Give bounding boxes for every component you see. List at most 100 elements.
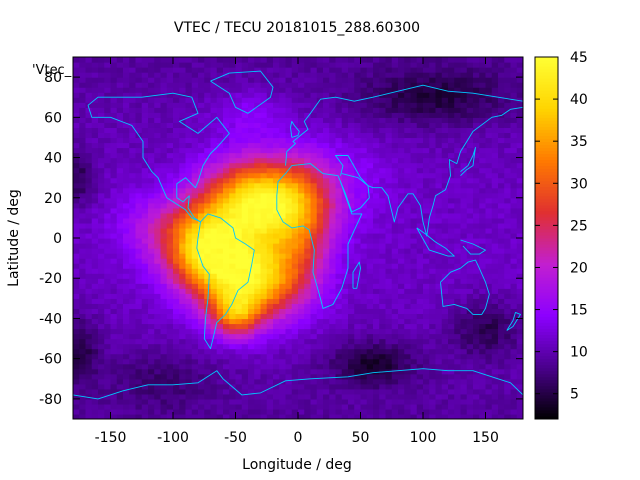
heatmap-cell	[473, 197, 480, 204]
heatmap-cell	[298, 248, 305, 254]
heatmap-cell	[348, 413, 355, 419]
heatmap-cell	[129, 142, 137, 149]
heatmap-cell	[466, 378, 474, 385]
heatmap-cell	[216, 263, 224, 269]
heatmap-cell	[185, 283, 193, 289]
heatmap-cell	[185, 107, 193, 113]
heatmap-cell	[148, 408, 155, 415]
heatmap-cell	[223, 278, 230, 284]
heatmap-cell	[210, 107, 218, 113]
heatmap-cell	[423, 157, 430, 164]
heatmap-cell	[191, 77, 199, 83]
heatmap-cell	[354, 222, 362, 229]
heatmap-cell	[379, 323, 387, 330]
heatmap-cell	[298, 253, 305, 259]
heatmap-cell	[154, 227, 162, 234]
heatmap-cell	[266, 343, 274, 350]
heatmap-cell	[473, 348, 480, 355]
heatmap-cell	[473, 172, 480, 179]
heatmap-cell	[248, 393, 255, 400]
heatmap-cell	[416, 187, 424, 194]
heatmap-cell	[423, 298, 430, 304]
heatmap-cell	[191, 72, 199, 78]
heatmap-cell	[316, 283, 324, 289]
heatmap-cell	[241, 92, 249, 98]
heatmap-cell	[223, 217, 230, 224]
heatmap-cell	[485, 308, 493, 315]
heatmap-cell	[285, 112, 293, 118]
heatmap-cell	[354, 243, 362, 249]
heatmap-cell	[210, 388, 218, 395]
heatmap-cell	[310, 368, 318, 375]
heatmap-cell	[310, 57, 318, 63]
heatmap-cell	[129, 192, 137, 199]
heatmap-cell	[454, 112, 462, 118]
heatmap-cell	[285, 202, 293, 209]
heatmap-cell	[491, 263, 499, 269]
heatmap-cell	[141, 92, 149, 98]
heatmap-cell	[160, 308, 168, 315]
heatmap-cell	[498, 253, 505, 259]
heatmap-cell	[323, 202, 330, 209]
heatmap-cell	[154, 212, 162, 219]
heatmap-cell	[341, 278, 349, 284]
heatmap-cell	[160, 162, 168, 169]
heatmap-cell	[104, 408, 112, 415]
heatmap-cell	[498, 398, 505, 405]
heatmap-cell	[91, 82, 99, 88]
heatmap-cell	[435, 197, 443, 204]
heatmap-cell	[229, 57, 237, 63]
heatmap-cell	[316, 253, 324, 259]
heatmap-cell	[329, 192, 337, 199]
heatmap-cell	[279, 383, 287, 390]
heatmap-cell	[198, 67, 205, 73]
heatmap-cell	[304, 263, 312, 269]
heatmap-cell	[341, 137, 349, 144]
heatmap-cell	[98, 308, 105, 315]
heatmap-cell	[173, 137, 180, 144]
heatmap-cell	[279, 82, 287, 88]
heatmap-cell	[416, 172, 424, 179]
heatmap-cell	[216, 232, 224, 239]
heatmap-cell	[485, 253, 493, 259]
heatmap-cell	[323, 62, 330, 68]
heatmap-cell	[323, 107, 330, 113]
heatmap-cell	[179, 348, 187, 355]
heatmap-cell	[423, 77, 430, 83]
heatmap-cell	[135, 308, 143, 315]
heatmap-cell	[335, 87, 343, 93]
heatmap-cell	[85, 207, 93, 214]
heatmap-cell	[435, 227, 443, 234]
heatmap-cell	[466, 212, 474, 219]
heatmap-cell	[160, 172, 168, 179]
heatmap-cell	[248, 147, 255, 154]
heatmap-cell	[254, 157, 262, 164]
heatmap-cell	[73, 408, 80, 415]
heatmap-cell	[260, 222, 268, 229]
heatmap-cell	[241, 253, 249, 259]
heatmap-cell	[110, 207, 118, 214]
heatmap-cell	[310, 268, 318, 274]
heatmap-cell	[279, 373, 287, 380]
heatmap-cell	[291, 177, 299, 184]
heatmap-cell	[198, 383, 205, 390]
heatmap-cell	[179, 207, 187, 214]
heatmap-cell	[448, 338, 455, 345]
heatmap-cell	[266, 253, 274, 259]
heatmap-cell	[466, 408, 474, 415]
heatmap-cell	[341, 122, 349, 128]
heatmap-cell	[110, 117, 118, 123]
heatmap-cell	[379, 97, 387, 103]
heatmap-cell	[248, 172, 255, 179]
heatmap-cell	[498, 283, 505, 289]
heatmap-cell	[216, 227, 224, 234]
heatmap-cell	[460, 112, 468, 118]
heatmap-cell	[216, 348, 224, 355]
heatmap-cell	[223, 408, 230, 415]
heatmap-cell	[248, 157, 255, 164]
heatmap-cell	[266, 77, 274, 83]
heatmap-cell	[110, 298, 118, 304]
heatmap-cell	[166, 97, 174, 103]
heatmap-cell	[473, 117, 480, 123]
heatmap-cell	[185, 117, 193, 123]
